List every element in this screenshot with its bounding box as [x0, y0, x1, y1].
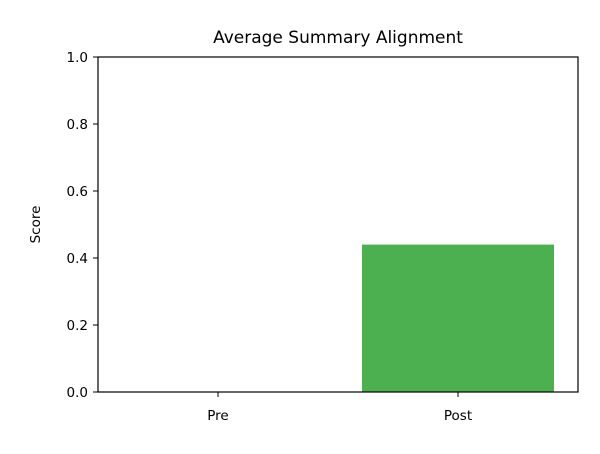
- y-tick-label: 0.2: [67, 318, 88, 334]
- y-tick-label: 0.6: [67, 184, 88, 200]
- bar-post: [362, 244, 554, 392]
- y-axis-ticks: 0.0 0.2 0.4 0.6 0.8 1.0: [67, 50, 98, 401]
- y-tick-label: 0.4: [67, 251, 88, 267]
- y-tick-label: 0.8: [67, 117, 88, 133]
- y-tick-label: 0.0: [67, 385, 88, 401]
- x-tick-label: Post: [444, 408, 472, 424]
- x-axis-ticks: Pre Post: [207, 392, 472, 424]
- y-tick-label: 1.0: [67, 50, 88, 66]
- chart-title: Average Summary Alignment: [213, 28, 463, 48]
- bars: [362, 244, 554, 392]
- plot-area-frame: [97, 56, 579, 393]
- x-tick-label: Pre: [207, 408, 228, 424]
- y-axis-label: Score: [28, 206, 44, 244]
